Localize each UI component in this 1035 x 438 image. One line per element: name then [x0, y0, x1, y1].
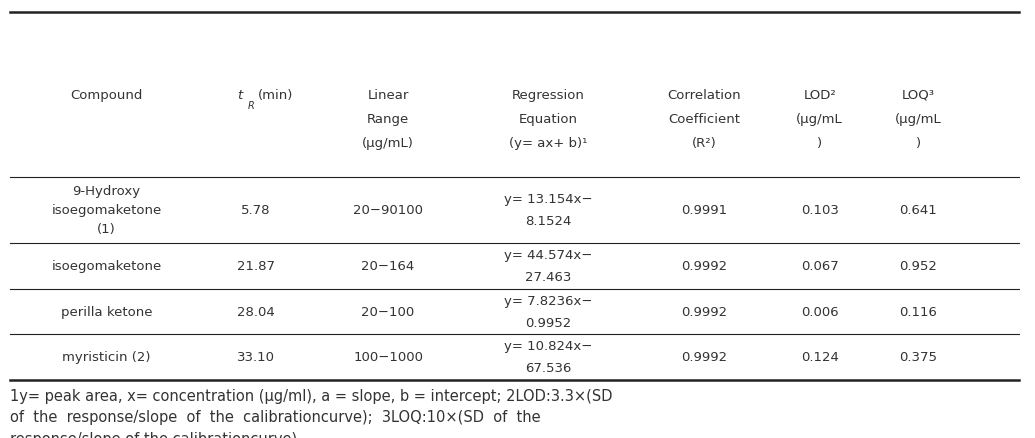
- Text: 0.067: 0.067: [801, 260, 838, 272]
- Text: (y= ax+ b)¹: (y= ax+ b)¹: [509, 137, 588, 150]
- Text: t: t: [237, 89, 242, 102]
- Text: 20−90100: 20−90100: [353, 204, 423, 217]
- Text: 33.10: 33.10: [237, 350, 274, 364]
- Text: y= 7.8236x−: y= 7.8236x−: [504, 294, 593, 307]
- Text: (1): (1): [97, 223, 116, 236]
- Text: (R²): (R²): [691, 137, 716, 150]
- Text: y= 13.154x−: y= 13.154x−: [504, 193, 593, 206]
- Text: Equation: Equation: [519, 113, 579, 126]
- Text: y= 10.824x−: y= 10.824x−: [504, 339, 593, 353]
- Text: 27.463: 27.463: [526, 271, 571, 283]
- Text: Regression: Regression: [512, 89, 585, 102]
- Text: 8.1524: 8.1524: [526, 215, 571, 228]
- Text: 0.9952: 0.9952: [526, 316, 571, 329]
- Text: 9-Hydroxy: 9-Hydroxy: [72, 185, 141, 198]
- Text: Linear: Linear: [367, 89, 409, 102]
- Text: 0.103: 0.103: [801, 204, 838, 217]
- Text: 0.9992: 0.9992: [681, 350, 727, 364]
- Text: 20−164: 20−164: [361, 260, 415, 272]
- Text: LOQ³: LOQ³: [901, 89, 935, 102]
- Text: (µg/mL: (µg/mL: [894, 113, 942, 126]
- Text: 0.006: 0.006: [801, 305, 838, 318]
- Text: R: R: [247, 101, 255, 111]
- Text: myristicin (2): myristicin (2): [62, 350, 151, 364]
- Text: 1y= peak area, x= concentration (µg/ml), a = slope, b = intercept; 2LOD:3.3×(SD: 1y= peak area, x= concentration (µg/ml),…: [10, 388, 613, 403]
- Text: of  the  response/slope  of  the  calibrationcurve);  3LOQ:10×(SD  of  the: of the response/slope of the calibration…: [10, 410, 541, 424]
- Text: 0.375: 0.375: [899, 350, 937, 364]
- Text: (µg/mL: (µg/mL: [796, 113, 844, 126]
- Text: Correlation: Correlation: [667, 89, 741, 102]
- Text: 21.87: 21.87: [237, 260, 274, 272]
- Text: Coefficient: Coefficient: [668, 113, 740, 126]
- Text: Compound: Compound: [70, 89, 143, 102]
- Text: (µg/mL): (µg/mL): [362, 137, 414, 150]
- Text: response/slope of the calibrationcurve).: response/slope of the calibrationcurve).: [10, 431, 302, 438]
- Text: 0.9992: 0.9992: [681, 260, 727, 272]
- Text: isoegomaketone: isoegomaketone: [52, 260, 161, 272]
- Text: (min): (min): [258, 89, 293, 102]
- Text: isoegomaketone: isoegomaketone: [52, 204, 161, 217]
- Text: Range: Range: [367, 113, 409, 126]
- Text: 20−100: 20−100: [361, 305, 415, 318]
- Text: 5.78: 5.78: [241, 204, 270, 217]
- Text: 0.124: 0.124: [801, 350, 838, 364]
- Text: ): ): [818, 137, 822, 150]
- Text: ): ): [916, 137, 920, 150]
- Text: 0.9992: 0.9992: [681, 305, 727, 318]
- Text: 0.952: 0.952: [899, 260, 937, 272]
- Text: 100−1000: 100−1000: [353, 350, 423, 364]
- Text: LOD²: LOD²: [803, 89, 836, 102]
- Text: 0.641: 0.641: [899, 204, 937, 217]
- Text: 28.04: 28.04: [237, 305, 274, 318]
- Text: perilla ketone: perilla ketone: [61, 305, 152, 318]
- Text: 0.9991: 0.9991: [681, 204, 727, 217]
- Text: y= 44.574x−: y= 44.574x−: [504, 249, 593, 261]
- Text: 0.116: 0.116: [899, 305, 937, 318]
- Text: 67.536: 67.536: [526, 361, 571, 374]
